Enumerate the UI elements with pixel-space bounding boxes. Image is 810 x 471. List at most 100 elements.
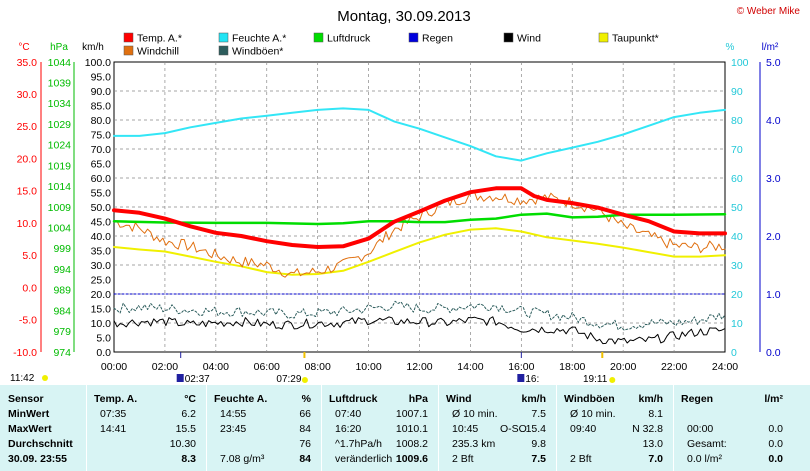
legend-swatch: [218, 32, 229, 43]
rain-tick-label: 3.0: [766, 173, 781, 185]
wind-tick-label: 60.0: [91, 173, 112, 185]
series-taupunkt: [113, 227, 726, 276]
stat-value: 1008.2: [395, 438, 428, 450]
wind-tick-label: 90.0: [91, 86, 112, 98]
stat-column-rain: [673, 385, 794, 471]
sunset-icon: [609, 377, 616, 383]
hum-tick-label: 90: [731, 86, 743, 98]
temp-tick-label: -5.0: [19, 315, 37, 327]
stat-value: 0.0: [768, 423, 783, 435]
unit-temp: °C: [18, 42, 29, 53]
weather-chart: Montag, 30.09.2013 © Weber Mike Temp. A.…: [10, 6, 801, 385]
sun-icon: [42, 375, 48, 381]
x-tick-label: 08:00: [305, 361, 331, 373]
wind-tick-label: 25.0: [91, 274, 112, 286]
stat-value: 84: [299, 453, 311, 465]
stat-value: 84: [299, 423, 311, 435]
stat-value: 8.3: [181, 453, 196, 465]
legend-label: Windböen*: [232, 46, 283, 58]
stat-value: 76: [299, 438, 311, 450]
temp-tick-label: 30.0: [17, 89, 38, 101]
press-tick-label: 1034: [48, 98, 72, 110]
wind-tick-label: 100.0: [85, 57, 111, 69]
stat-unit: °C: [184, 393, 196, 405]
temp-tick-label: 25.0: [17, 121, 38, 133]
series-temp-a: [112, 186, 727, 249]
press-tick-label: 994: [53, 264, 71, 276]
axis-ticks: 35.0 30.0 25.0 20.0 15.0 10.0 5.0 0.0 -5.0 -10.0 1…: [13, 57, 781, 373]
series-layer: [112, 107, 727, 345]
temp-tick-label: -10.0: [13, 347, 37, 359]
moon-extra-label: 11:42: [10, 373, 35, 384]
x-tick-label: 04:00: [203, 361, 229, 373]
x-tick-label: 24:00: [712, 361, 738, 373]
stat-value: 15.5: [175, 423, 196, 435]
stat-time: 2 Bft: [570, 453, 592, 465]
unit-wind: km/h: [82, 42, 104, 53]
sun-moon-markers: 07:29 19:11 02:37 16: 11:42: [10, 352, 616, 385]
stat-value: 7.0: [648, 453, 663, 465]
press-tick-label: 979: [53, 326, 71, 338]
legend-label: Luftdruck: [327, 33, 371, 45]
stat-header: Luftdruck: [329, 393, 378, 405]
moonrise-label: 02:37: [185, 374, 210, 385]
hum-tick-label: 100: [731, 57, 749, 69]
press-tick-label: 974: [53, 347, 71, 359]
stat-column-press: [321, 385, 439, 471]
legend: Temp. A.* Feuchte A.* Luftdruck Regen Wind Ta…: [123, 32, 659, 58]
stat-header: Temp. A.: [94, 393, 138, 405]
wind-tick-label: 70.0: [91, 144, 112, 156]
x-tick-label: 06:00: [254, 361, 280, 373]
stat-unit: %: [301, 393, 311, 405]
stat-time: veränderlich: [335, 453, 393, 465]
unit-hum: %: [726, 42, 735, 53]
stat-time: 00:00: [687, 423, 714, 435]
press-tick-label: 1024: [48, 140, 72, 152]
credit-text: © Weber Mike: [737, 6, 801, 17]
stat-value: 1009.6: [395, 453, 428, 465]
legend-label: Wind: [517, 33, 541, 45]
stat-header: Windböen: [564, 393, 615, 405]
series-windb-en: [113, 300, 726, 331]
sunrise-icon: [301, 377, 308, 383]
series-wind: [113, 316, 726, 345]
press-tick-label: 1019: [48, 160, 72, 172]
unit-press: hPa: [50, 42, 68, 53]
legend-swatch: [123, 32, 134, 43]
legend-swatch: [503, 32, 514, 43]
unit-rain: l/m²: [762, 42, 779, 53]
x-tick-label: 20:00: [610, 361, 636, 373]
stat-value: 9.8: [531, 438, 546, 450]
wind-tick-label: 15.0: [91, 303, 112, 315]
hum-tick-label: 60: [731, 173, 743, 185]
moonset-label: 16:: [525, 374, 539, 385]
legend-swatch: [218, 45, 229, 56]
stat-row-label: Sensor: [8, 393, 44, 405]
stat-value: 13.0: [642, 438, 663, 450]
stat-column-temp: [86, 385, 207, 471]
stat-row-label: MinWert: [8, 408, 50, 420]
wind-tick-label: 75.0: [91, 129, 112, 141]
legend-label: Feuchte A.*: [232, 33, 286, 45]
temp-tick-label: 5.0: [22, 250, 37, 262]
temp-tick-label: 10.0: [17, 218, 38, 230]
series-feuchte-a: [113, 107, 726, 162]
press-tick-label: 984: [53, 305, 71, 317]
hum-tick-label: 10: [731, 318, 743, 330]
series-luftdruck: [112, 212, 727, 226]
wind-tick-label: 0.0: [96, 347, 111, 359]
x-tick-label: 10:00: [355, 361, 381, 373]
hum-tick-label: 40: [731, 231, 743, 243]
x-tick-label: 02:00: [152, 361, 178, 373]
temp-tick-label: 35.0: [17, 57, 38, 69]
stat-time: 07:40: [335, 408, 362, 420]
legend-label: Regen: [422, 33, 453, 45]
wind-tick-label: 85.0: [91, 100, 112, 112]
press-tick-label: 1039: [48, 78, 72, 90]
hum-tick-label: 70: [731, 144, 743, 156]
x-tick-label: 00:00: [101, 361, 127, 373]
stat-value: 1007.1: [395, 408, 428, 420]
legend-swatch: [598, 32, 609, 43]
stat-time: 2 Bft: [452, 453, 474, 465]
stat-direction: O-SO: [500, 423, 527, 435]
